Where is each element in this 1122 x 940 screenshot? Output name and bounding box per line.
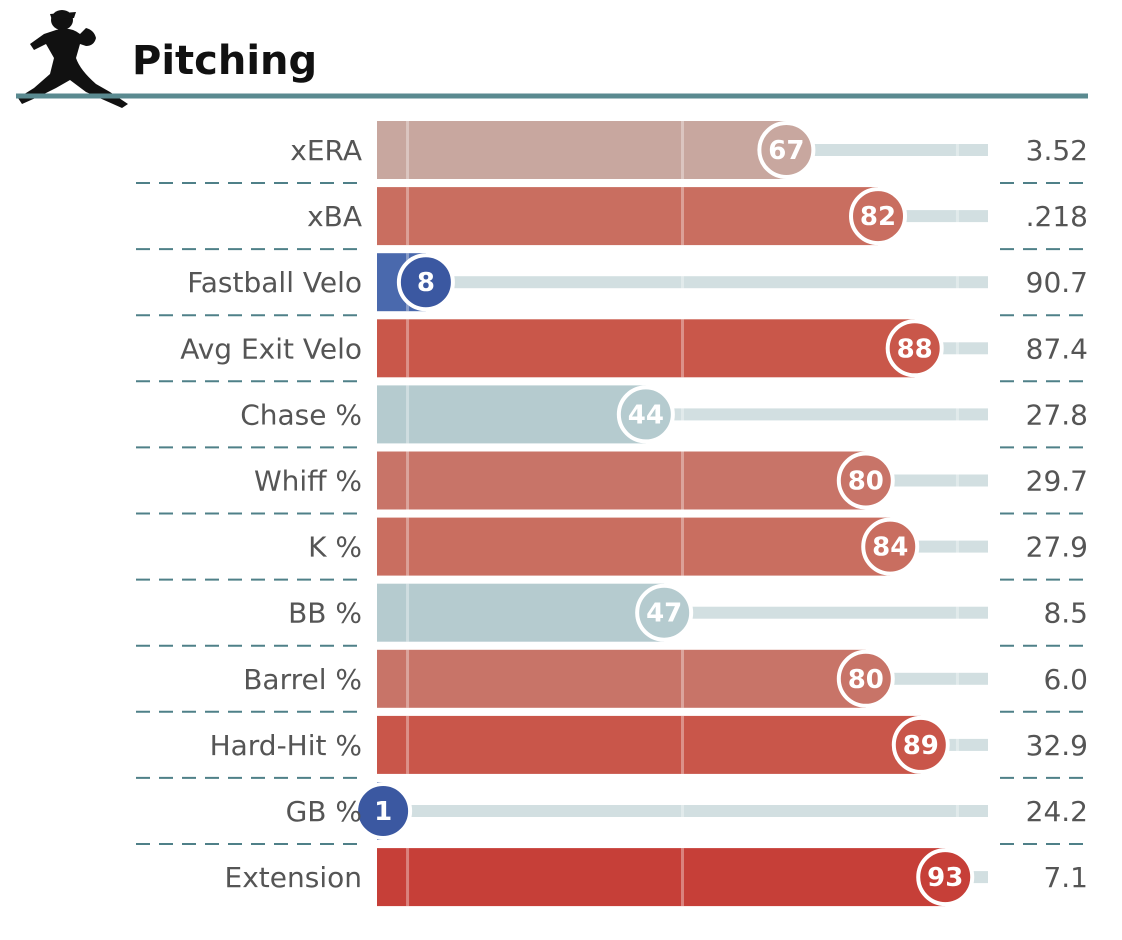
guide-line [955,121,959,179]
category-label: GB % [286,795,362,828]
percentile-label: 82 [860,202,896,232]
percentile-bar [377,848,946,907]
guide-line [955,715,959,774]
guide-line [955,517,959,576]
percentile-circle [885,319,944,378]
guide-line [955,451,959,510]
guide-line [406,848,410,907]
percentile-bar [377,319,915,378]
guide-line [406,319,410,378]
percentile-circle [396,253,455,312]
percentile-circle [849,187,908,246]
category-label: K % [308,531,362,564]
percentile-label: 93 [927,863,963,893]
guide-line [681,451,684,510]
percentile-bar [377,583,665,642]
percentile-label: 67 [768,136,804,166]
percentile-label: 44 [628,400,664,430]
guide-line [955,385,959,444]
track-bar [377,276,988,289]
guide-line [955,649,959,708]
guide-line [955,253,959,312]
percentile-bar [377,187,879,246]
guide-line [406,451,410,510]
stat-value: 32.9 [1026,729,1088,762]
percentile-bar [377,451,866,510]
stat-value: 3.52 [1026,134,1088,167]
percentile-circle [861,517,920,576]
percentile-label: 8 [417,268,435,298]
percentile-circle [757,121,816,179]
percentile-circle [836,649,895,708]
percentile-circle [891,715,950,774]
percentile-circle [916,848,975,907]
guide-line [681,253,684,312]
guide-line [406,583,410,642]
track-bar [377,805,988,817]
guide-line [406,517,410,576]
category-label: Barrel % [243,663,362,696]
percentile-bar [377,649,866,708]
percentile-label: 88 [897,334,933,364]
pitcher-icon [18,10,128,108]
guide-line [955,583,959,642]
category-label: Hard-Hit % [210,729,362,762]
stat-value: 7.1 [1043,861,1088,894]
category-label: Avg Exit Velo [180,332,362,365]
stat-value: 27.8 [1026,398,1088,431]
guide-line [955,187,959,246]
percentile-label: 80 [848,467,884,497]
stat-value: 24.2 [1026,795,1088,828]
category-label: BB % [288,597,362,630]
percentile-circle [354,782,413,840]
percentile-bar [377,517,891,576]
percentile-circle [635,583,694,642]
percentile-label: 1 [374,797,392,827]
stat-value: 29.7 [1026,465,1088,498]
percentile-label: 89 [903,731,939,761]
guide-line [681,319,684,378]
stat-value: 8.5 [1043,597,1088,630]
category-label: Fastball Velo [187,266,362,299]
stat-value: 87.4 [1026,332,1088,365]
guide-line [681,385,684,444]
stat-value: .218 [1026,200,1088,233]
percentile-bar [377,715,921,774]
chart-rows: 67 xERA 3.52 82 xBA .218 8 Fastball Velo 90.7 88 A… [136,121,1090,907]
guide-line [406,121,410,179]
guide-line [406,649,410,708]
guide-line [955,319,959,378]
guide-line [955,782,959,840]
guide-line [681,121,684,179]
guide-line [681,187,684,246]
stat-value: 6.0 [1043,663,1088,696]
guide-line [681,782,684,840]
percentile-label: 47 [646,599,682,629]
percentile-label: 84 [872,533,908,563]
page-title: Pitching [132,38,317,84]
category-label: Chase % [240,398,362,431]
guide-line [681,848,684,907]
percentile-circle [616,385,675,444]
category-label: xBA [307,200,362,233]
guide-line [406,385,410,444]
guide-line [681,715,684,774]
guide-line [681,649,684,708]
stat-value: 90.7 [1026,266,1088,299]
guide-line [406,187,410,246]
stat-value: 27.9 [1026,531,1088,564]
category-label: Extension [225,861,362,894]
guide-line [406,715,410,774]
category-label: Whiff % [254,465,362,498]
category-label: xERA [290,134,362,167]
percentile-bar [377,121,787,179]
percentile-bar [377,385,646,444]
guide-line [681,517,684,576]
percentile-circle [836,451,895,510]
percentile-label: 80 [848,665,884,695]
